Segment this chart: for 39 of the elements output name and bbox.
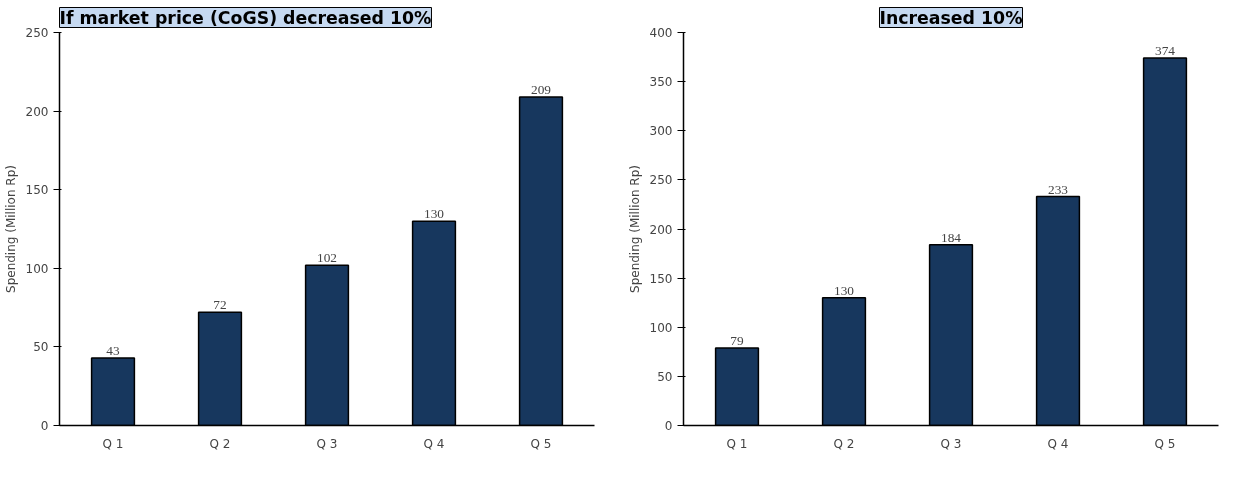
y-tick-label: 250 [649, 173, 673, 188]
x-tick-label: Q 3 [940, 436, 962, 451]
x-tick-label: Q 5 [1154, 436, 1176, 451]
chart-title: Increased 10% [879, 7, 1023, 28]
data-label: 130 [834, 282, 855, 298]
x-tick-label: Q 2 [209, 436, 231, 451]
data-label: 233 [1048, 181, 1069, 197]
data-label: 79 [730, 332, 744, 348]
y-tick-label: 400 [649, 26, 673, 40]
y-tick-label: 300 [649, 124, 673, 139]
data-label: 209 [531, 81, 552, 97]
y-tick-label: 100 [25, 261, 49, 276]
x-tick-label: Q 2 [833, 436, 855, 451]
x-tick-label: Q 5 [530, 436, 552, 451]
chart-title: If market price (CoGS) decreased 10% [59, 7, 432, 28]
y-axis-title: Spending (Million Rp) [627, 165, 642, 293]
x-tick-label: Q 1 [102, 436, 124, 451]
y-tick-label: 100 [649, 320, 673, 335]
y-tick-label: 250 [25, 26, 49, 40]
y-tick-label: 150 [649, 271, 673, 286]
data-label: 130 [424, 206, 445, 222]
x-tick-label: Q 1 [726, 436, 748, 451]
data-label: 374 [1155, 43, 1176, 59]
y-axis-title: Spending (Million Rp) [3, 165, 18, 293]
x-tick-label: Q 3 [316, 436, 338, 451]
x-tick-label: Q 4 [1047, 436, 1069, 451]
y-tick-label: 0 [40, 419, 49, 433]
y-tick-label: 50 [33, 340, 49, 355]
y-tick-label: 200 [25, 104, 49, 119]
data-label: 72 [213, 297, 227, 313]
y-tick-label: 0 [664, 419, 673, 433]
y-tick-label: 150 [25, 183, 49, 198]
data-label: 102 [317, 250, 337, 266]
x-tick-label: Q 4 [423, 436, 445, 451]
y-tick-label: 200 [649, 222, 673, 237]
data-label: 43 [106, 342, 120, 358]
y-tick-label: 350 [649, 75, 673, 90]
y-tick-label: 50 [657, 369, 673, 384]
data-label: 184 [941, 229, 962, 245]
